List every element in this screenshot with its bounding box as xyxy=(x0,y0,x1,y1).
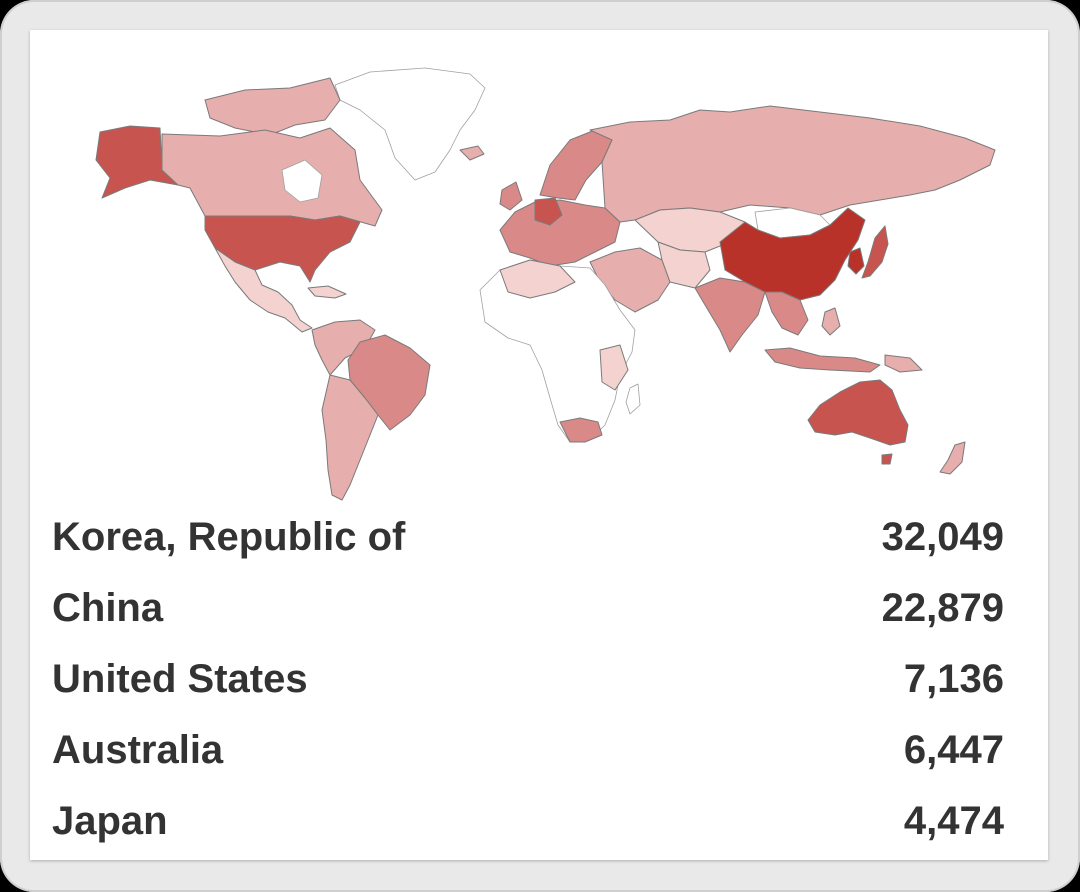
country-name: Japan xyxy=(52,799,168,843)
region-canada-islands[interactable] xyxy=(204,77,341,136)
ranking-row: United States 7,136 xyxy=(52,644,1004,715)
region-australia[interactable] xyxy=(807,379,909,446)
country-value: 6,447 xyxy=(903,728,1004,772)
country-value: 4,474 xyxy=(903,799,1004,843)
region-germany[interactable] xyxy=(534,197,563,226)
region-indonesia[interactable] xyxy=(764,347,881,373)
region-iceland[interactable] xyxy=(459,145,485,161)
region-china[interactable] xyxy=(719,207,866,301)
ranking-row: China 22,879 xyxy=(52,573,1004,644)
region-iran[interactable] xyxy=(657,241,711,289)
region-hudson-bay xyxy=(281,159,323,203)
country-name: China xyxy=(52,586,164,630)
ranking-row: Japan 4,474 xyxy=(52,786,1004,857)
country-name: Korea, Republic of xyxy=(52,515,406,559)
region-canada[interactable] xyxy=(161,127,383,227)
region-madagascar[interactable] xyxy=(625,383,641,415)
country-name: Australia xyxy=(52,728,224,772)
country-name: United States xyxy=(52,657,308,701)
region-caribbean[interactable] xyxy=(307,285,347,299)
region-uk[interactable] xyxy=(499,181,523,211)
country-value: 32,049 xyxy=(881,515,1004,559)
region-russia[interactable] xyxy=(589,105,996,223)
country-value: 7,136 xyxy=(903,657,1004,701)
region-papua[interactable] xyxy=(884,354,923,373)
region-korea[interactable] xyxy=(847,247,865,275)
region-brazil[interactable] xyxy=(347,334,431,431)
region-south-africa[interactable] xyxy=(559,417,603,443)
region-new-zealand[interactable] xyxy=(939,441,966,475)
region-japan[interactable] xyxy=(861,225,889,279)
world-map-svg xyxy=(95,67,996,501)
region-greenland[interactable] xyxy=(334,67,486,181)
region-tasmania[interactable] xyxy=(881,453,893,465)
region-argentina-chile[interactable] xyxy=(321,374,379,501)
region-east-africa[interactable] xyxy=(599,344,629,391)
region-india[interactable] xyxy=(694,277,766,353)
region-africa[interactable] xyxy=(479,259,636,443)
world-choropleth-map xyxy=(30,30,1048,510)
region-southeast-asia[interactable] xyxy=(764,291,809,336)
region-scandinavia[interactable] xyxy=(539,129,613,201)
country-ranking-list: Korea, Republic of 32,049 China 22,879 U… xyxy=(52,502,1004,857)
region-north-africa[interactable] xyxy=(499,259,576,299)
region-mexico[interactable] xyxy=(214,247,313,333)
ranking-row: Korea, Republic of 32,049 xyxy=(52,502,1004,573)
region-philippines[interactable] xyxy=(821,307,841,336)
map-panel: Korea, Republic of 32,049 China 22,879 U… xyxy=(30,30,1048,860)
ranking-row: Australia 6,447 xyxy=(52,715,1004,786)
country-value: 22,879 xyxy=(881,586,1004,630)
region-alaska[interactable] xyxy=(95,125,179,199)
